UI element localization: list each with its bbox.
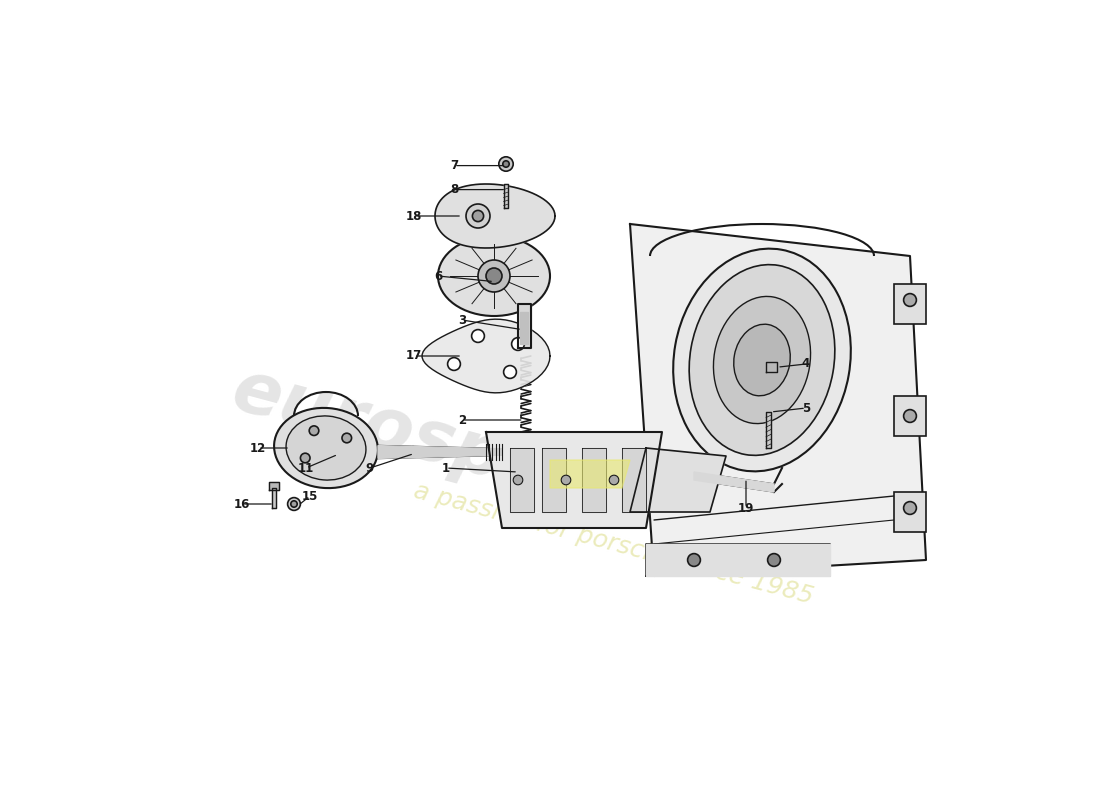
Text: eurospares: eurospares (224, 355, 683, 541)
Circle shape (609, 475, 619, 485)
Ellipse shape (734, 324, 790, 396)
Bar (894, 396, 926, 436)
Circle shape (342, 434, 352, 443)
Ellipse shape (714, 297, 811, 423)
Text: 8: 8 (450, 183, 458, 196)
Polygon shape (630, 448, 726, 512)
Polygon shape (378, 446, 502, 458)
Ellipse shape (673, 249, 850, 471)
Text: 18: 18 (406, 210, 422, 222)
Polygon shape (550, 460, 630, 488)
Circle shape (478, 260, 510, 292)
Text: 9: 9 (366, 462, 374, 474)
Text: 6: 6 (433, 270, 442, 282)
Polygon shape (504, 184, 508, 208)
Circle shape (503, 161, 509, 167)
Circle shape (561, 475, 571, 485)
Circle shape (290, 501, 297, 507)
Circle shape (512, 338, 525, 350)
Text: 2: 2 (458, 414, 466, 426)
Circle shape (903, 294, 916, 306)
Polygon shape (621, 448, 646, 512)
Circle shape (472, 330, 484, 342)
Circle shape (504, 366, 516, 378)
Circle shape (486, 268, 502, 284)
Circle shape (903, 410, 916, 422)
Polygon shape (510, 448, 534, 512)
Polygon shape (520, 312, 528, 344)
Polygon shape (542, 448, 566, 512)
Circle shape (903, 502, 916, 514)
Polygon shape (486, 432, 662, 528)
Polygon shape (422, 319, 550, 393)
Circle shape (448, 358, 461, 370)
Circle shape (309, 426, 319, 435)
Polygon shape (272, 488, 276, 508)
Text: 4: 4 (802, 358, 810, 370)
Ellipse shape (274, 408, 378, 488)
Polygon shape (766, 362, 778, 372)
Text: 11: 11 (298, 462, 315, 474)
Text: 7: 7 (450, 159, 458, 172)
Circle shape (768, 554, 780, 566)
Text: a passion for porsche since 1985: a passion for porsche since 1985 (411, 479, 816, 609)
Text: 17: 17 (406, 350, 422, 362)
Ellipse shape (286, 416, 366, 480)
Circle shape (688, 554, 701, 566)
Polygon shape (434, 184, 556, 248)
Circle shape (287, 498, 300, 510)
Polygon shape (582, 448, 606, 512)
Text: 1: 1 (442, 462, 450, 474)
Text: 5: 5 (802, 402, 810, 414)
Ellipse shape (438, 236, 550, 316)
Polygon shape (646, 544, 830, 576)
Polygon shape (270, 482, 278, 490)
Ellipse shape (690, 265, 835, 455)
Bar (894, 284, 926, 324)
Text: 15: 15 (301, 490, 318, 502)
Text: 12: 12 (250, 442, 266, 454)
Text: 3: 3 (458, 314, 466, 326)
Circle shape (498, 157, 514, 171)
Polygon shape (694, 472, 774, 492)
Polygon shape (630, 224, 926, 576)
Text: 19: 19 (738, 502, 755, 514)
Circle shape (466, 204, 490, 228)
Text: 16: 16 (234, 498, 250, 510)
Circle shape (300, 453, 310, 462)
Circle shape (514, 475, 522, 485)
Polygon shape (766, 412, 771, 448)
Polygon shape (518, 304, 531, 348)
Circle shape (472, 210, 484, 222)
Bar (894, 492, 926, 532)
